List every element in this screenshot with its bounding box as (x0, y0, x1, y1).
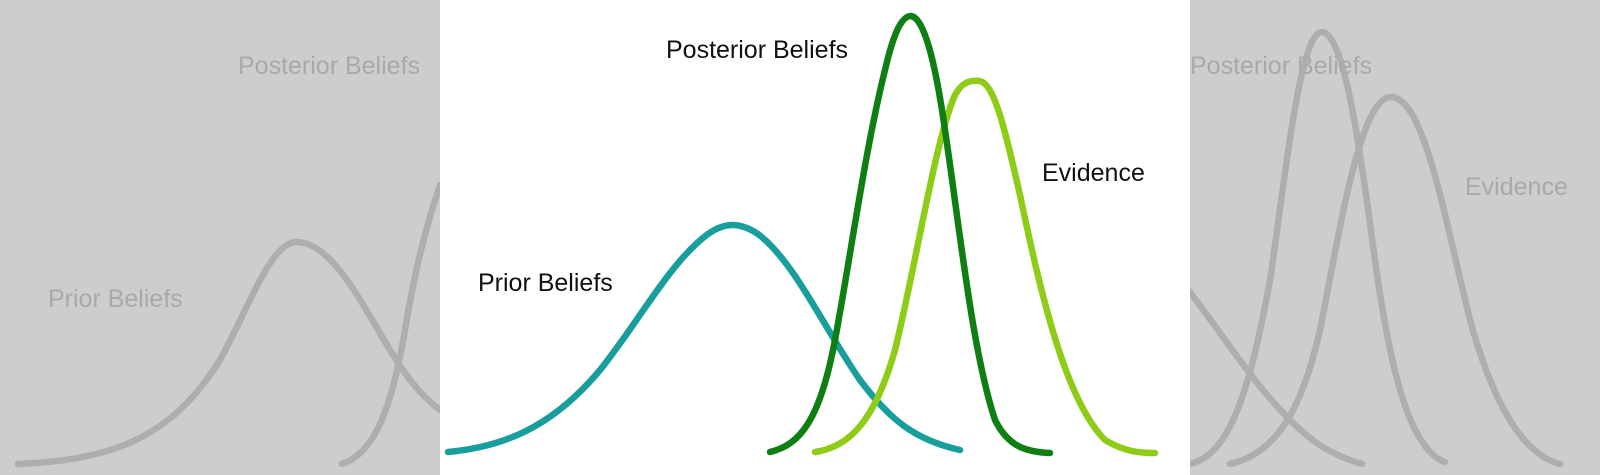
evidence-label: Evidence (1042, 159, 1145, 187)
posterior-beliefs-curve (766, 12, 1054, 457)
ghost-prior-curve-right (1184, 286, 1366, 468)
ghost-posterior-curve-left (338, 181, 444, 468)
bayes-diagram: Posterior Beliefs Evidence Prior Beliefs (444, 12, 1159, 457)
ghost-posterior-label-right: Posterior Beliefs (1190, 52, 1372, 80)
posterior-beliefs-label: Posterior Beliefs (666, 36, 848, 64)
ghost-prior-label-left: Prior Beliefs (48, 285, 183, 313)
ghost-evidence-curve-right (1226, 93, 1564, 468)
diagram-panel: Posterior Beliefs Evidence Prior Beliefs (440, 0, 1190, 475)
evidence-curve (811, 77, 1159, 457)
ghost-posterior-curve-right (1186, 28, 1449, 468)
prior-beliefs-label: Prior Beliefs (478, 269, 613, 297)
ghost-evidence-label-right: Evidence (1465, 173, 1568, 201)
prior-beliefs-curve (444, 221, 964, 456)
ghost-prior-curve-left (14, 238, 444, 468)
ghost-posterior-label-left: Posterior Beliefs (238, 52, 420, 80)
